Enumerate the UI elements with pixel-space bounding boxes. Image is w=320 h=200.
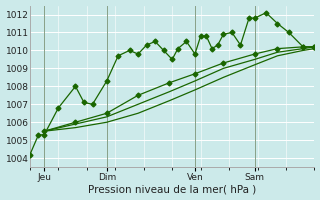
X-axis label: Pression niveau de la mer( hPa ): Pression niveau de la mer( hPa ) xyxy=(88,184,256,194)
